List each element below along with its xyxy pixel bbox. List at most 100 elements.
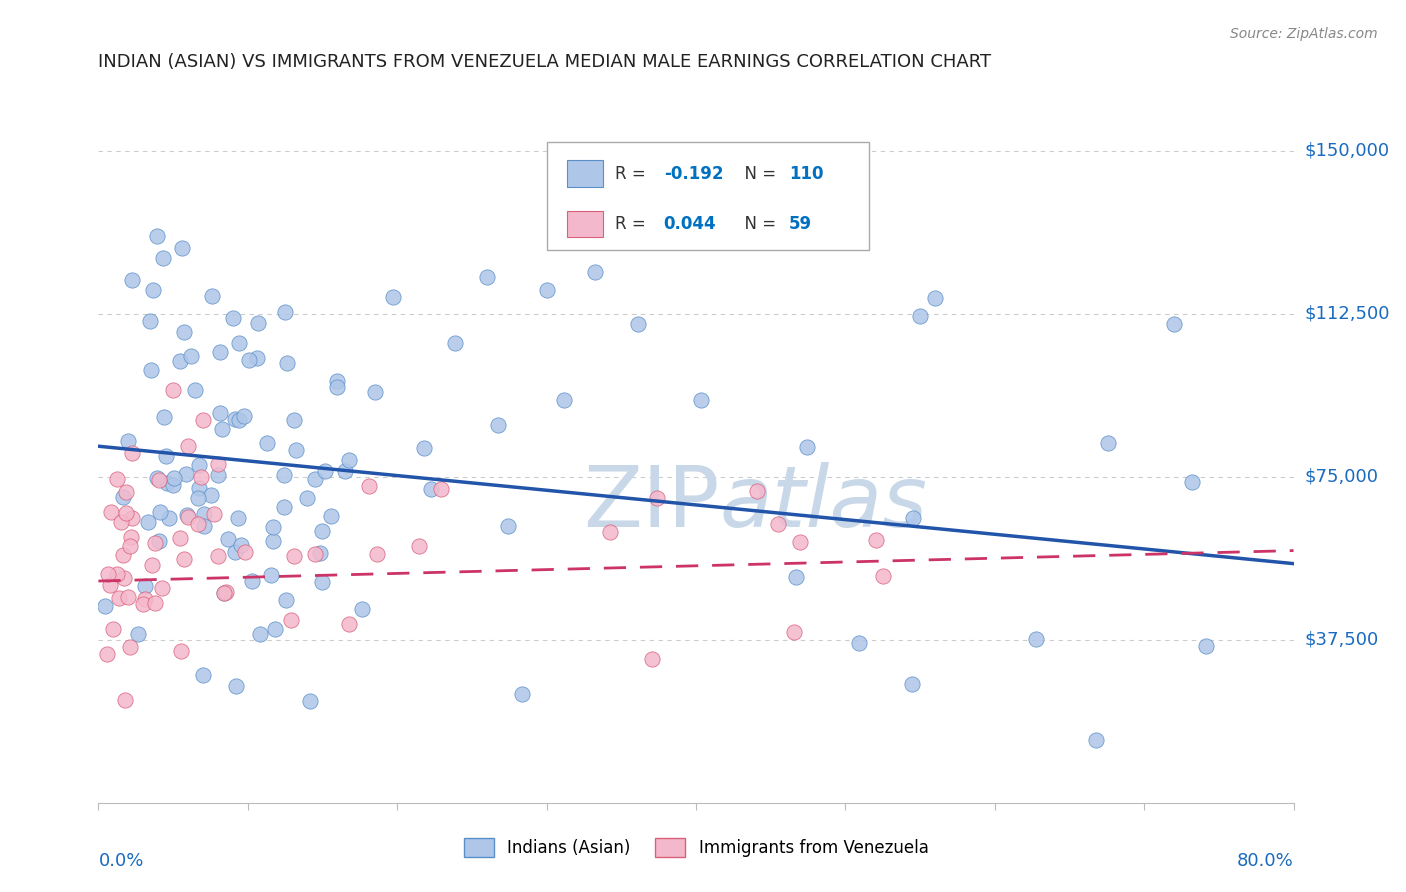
Point bbox=[184, 383, 207, 397]
Point bbox=[139, 314, 162, 328]
Point bbox=[110, 516, 132, 530]
Point bbox=[231, 538, 253, 552]
Point bbox=[309, 546, 332, 560]
Point bbox=[105, 472, 128, 486]
Text: Source: ZipAtlas.com: Source: ZipAtlas.com bbox=[1230, 27, 1378, 41]
Point bbox=[97, 567, 120, 582]
Point bbox=[121, 273, 143, 287]
Point bbox=[924, 291, 946, 305]
Point bbox=[283, 413, 305, 427]
Point bbox=[155, 449, 177, 463]
Text: 0.044: 0.044 bbox=[664, 215, 716, 233]
Point bbox=[142, 283, 165, 297]
Point bbox=[187, 517, 209, 532]
Point bbox=[217, 533, 239, 547]
Point bbox=[1181, 475, 1204, 489]
FancyBboxPatch shape bbox=[547, 142, 869, 250]
Point bbox=[357, 479, 380, 493]
Point bbox=[298, 694, 321, 708]
Point bbox=[284, 442, 307, 457]
Point bbox=[209, 406, 232, 420]
Text: -0.192: -0.192 bbox=[664, 164, 723, 183]
Point bbox=[187, 481, 209, 495]
Point bbox=[641, 652, 664, 666]
Text: N =: N = bbox=[734, 215, 782, 233]
Point bbox=[207, 549, 229, 564]
Point bbox=[240, 574, 263, 588]
Point bbox=[486, 417, 509, 432]
Text: INDIAN (ASIAN) VS IMMIGRANTS FROM VENEZUELA MEDIAN MALE EARNINGS CORRELATION CHA: INDIAN (ASIAN) VS IMMIGRANTS FROM VENEZU… bbox=[98, 54, 991, 71]
Point bbox=[848, 636, 870, 650]
Point bbox=[583, 265, 606, 279]
Point bbox=[496, 519, 519, 533]
Point bbox=[141, 558, 163, 573]
Point bbox=[228, 413, 250, 427]
Point bbox=[188, 458, 211, 472]
Point bbox=[200, 487, 222, 501]
Point bbox=[314, 464, 336, 478]
Point bbox=[101, 622, 124, 636]
Text: 80.0%: 80.0% bbox=[1237, 852, 1294, 870]
Point bbox=[785, 570, 807, 584]
Point bbox=[105, 567, 128, 582]
Point bbox=[273, 500, 295, 514]
Point bbox=[118, 539, 141, 553]
Point bbox=[176, 508, 198, 522]
Text: atlas: atlas bbox=[720, 462, 928, 545]
Point bbox=[114, 692, 136, 706]
Point bbox=[174, 467, 197, 481]
Point bbox=[249, 627, 271, 641]
Point bbox=[553, 393, 575, 408]
Point bbox=[382, 290, 405, 304]
Point bbox=[112, 571, 135, 585]
Point bbox=[207, 467, 229, 482]
Point bbox=[337, 452, 360, 467]
Bar bbox=[567, 161, 603, 186]
Point bbox=[224, 412, 246, 426]
Point bbox=[141, 363, 163, 377]
Point bbox=[201, 288, 224, 302]
Point bbox=[1163, 318, 1185, 332]
Point bbox=[180, 349, 202, 363]
Text: $150,000: $150,000 bbox=[1305, 142, 1389, 160]
Point bbox=[789, 535, 811, 549]
Point bbox=[177, 510, 200, 524]
Point bbox=[350, 601, 373, 615]
Point bbox=[224, 545, 246, 559]
Point bbox=[114, 484, 136, 499]
Point bbox=[304, 547, 326, 561]
Point bbox=[121, 445, 143, 459]
Point bbox=[228, 335, 250, 350]
Point bbox=[565, 152, 588, 166]
Point bbox=[204, 507, 226, 521]
Point bbox=[172, 241, 194, 255]
Point bbox=[193, 668, 215, 682]
Point bbox=[536, 283, 558, 297]
Point bbox=[127, 626, 149, 640]
Point bbox=[134, 579, 156, 593]
Point bbox=[225, 679, 247, 693]
Point bbox=[647, 491, 669, 505]
Point bbox=[149, 505, 172, 519]
Point bbox=[136, 515, 159, 529]
Point bbox=[153, 410, 176, 425]
Text: ZIP: ZIP bbox=[583, 462, 720, 545]
Point bbox=[146, 471, 169, 485]
Point bbox=[120, 530, 142, 544]
Point bbox=[430, 482, 453, 496]
Point bbox=[311, 524, 333, 538]
Point bbox=[408, 540, 430, 554]
Text: R =: R = bbox=[614, 164, 651, 183]
Text: $37,500: $37,500 bbox=[1305, 631, 1379, 648]
Point bbox=[226, 511, 249, 525]
Point bbox=[148, 533, 170, 548]
Point bbox=[443, 336, 465, 351]
Point bbox=[273, 305, 295, 319]
Point bbox=[173, 552, 195, 566]
Point bbox=[690, 393, 713, 408]
Point bbox=[304, 471, 326, 485]
Point bbox=[280, 614, 302, 628]
Point bbox=[152, 251, 174, 265]
Point bbox=[311, 574, 333, 589]
Point bbox=[177, 439, 200, 453]
